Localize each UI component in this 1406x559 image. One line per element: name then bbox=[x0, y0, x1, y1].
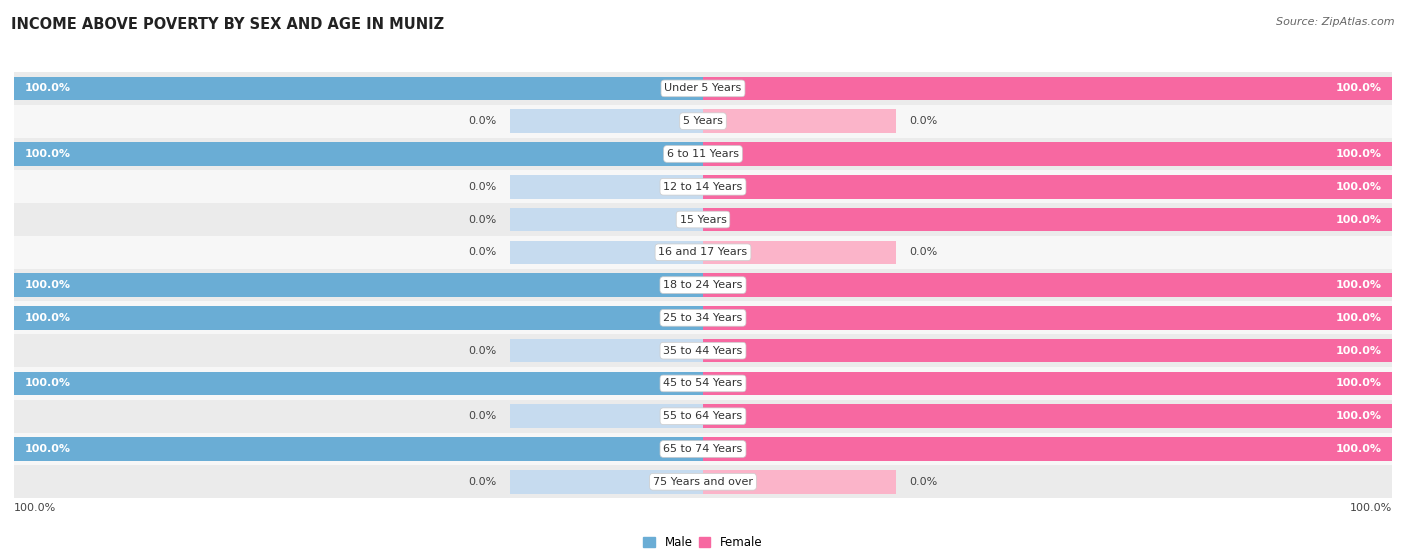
Text: 0.0%: 0.0% bbox=[468, 116, 496, 126]
Bar bbox=[14, 466, 1392, 498]
Bar bbox=[14, 142, 703, 166]
Text: 100.0%: 100.0% bbox=[24, 313, 70, 323]
Text: 55 to 64 Years: 55 to 64 Years bbox=[664, 411, 742, 421]
Text: 100.0%: 100.0% bbox=[1336, 83, 1382, 93]
Text: 16 and 17 Years: 16 and 17 Years bbox=[658, 247, 748, 257]
Bar bbox=[703, 273, 1392, 297]
Bar bbox=[703, 437, 1392, 461]
Text: 0.0%: 0.0% bbox=[910, 477, 938, 487]
Bar bbox=[703, 208, 1392, 231]
Text: 100.0%: 100.0% bbox=[24, 149, 70, 159]
Bar bbox=[14, 306, 703, 330]
Bar bbox=[510, 470, 703, 494]
Text: 0.0%: 0.0% bbox=[910, 116, 938, 126]
Bar bbox=[703, 240, 896, 264]
Bar bbox=[14, 138, 1392, 170]
Text: 35 to 44 Years: 35 to 44 Years bbox=[664, 345, 742, 356]
Text: 100.0%: 100.0% bbox=[1336, 378, 1382, 389]
Bar bbox=[510, 110, 703, 133]
Bar bbox=[14, 273, 703, 297]
Bar bbox=[14, 433, 1392, 466]
Bar bbox=[14, 105, 1392, 138]
Bar bbox=[703, 404, 1392, 428]
Bar bbox=[14, 301, 1392, 334]
Text: 100.0%: 100.0% bbox=[1336, 411, 1382, 421]
Bar bbox=[703, 372, 1392, 395]
Bar bbox=[14, 170, 1392, 203]
Bar bbox=[14, 372, 703, 395]
Bar bbox=[510, 240, 703, 264]
Text: 18 to 24 Years: 18 to 24 Years bbox=[664, 280, 742, 290]
Text: 0.0%: 0.0% bbox=[468, 411, 496, 421]
Text: INCOME ABOVE POVERTY BY SEX AND AGE IN MUNIZ: INCOME ABOVE POVERTY BY SEX AND AGE IN M… bbox=[11, 17, 444, 32]
Text: 100.0%: 100.0% bbox=[1336, 313, 1382, 323]
Bar bbox=[510, 404, 703, 428]
Text: 100.0%: 100.0% bbox=[1336, 149, 1382, 159]
Bar bbox=[703, 110, 896, 133]
Bar bbox=[14, 77, 703, 100]
Text: 100.0%: 100.0% bbox=[24, 280, 70, 290]
Bar bbox=[14, 236, 1392, 269]
Bar bbox=[14, 367, 1392, 400]
Text: 100.0%: 100.0% bbox=[1336, 182, 1382, 192]
Bar bbox=[703, 306, 1392, 330]
Bar bbox=[703, 77, 1392, 100]
Text: 100.0%: 100.0% bbox=[24, 378, 70, 389]
Text: 100.0%: 100.0% bbox=[1336, 444, 1382, 454]
Legend: Male, Female: Male, Female bbox=[638, 532, 768, 554]
Bar bbox=[510, 208, 703, 231]
Text: 0.0%: 0.0% bbox=[910, 247, 938, 257]
Text: 100.0%: 100.0% bbox=[1350, 503, 1392, 513]
Bar bbox=[14, 400, 1392, 433]
Bar bbox=[703, 142, 1392, 166]
Text: 5 Years: 5 Years bbox=[683, 116, 723, 126]
Text: 45 to 54 Years: 45 to 54 Years bbox=[664, 378, 742, 389]
Text: 0.0%: 0.0% bbox=[468, 477, 496, 487]
Text: 15 Years: 15 Years bbox=[679, 215, 727, 225]
Text: 25 to 34 Years: 25 to 34 Years bbox=[664, 313, 742, 323]
Text: 12 to 14 Years: 12 to 14 Years bbox=[664, 182, 742, 192]
Text: 100.0%: 100.0% bbox=[24, 444, 70, 454]
Text: 0.0%: 0.0% bbox=[468, 247, 496, 257]
Text: 75 Years and over: 75 Years and over bbox=[652, 477, 754, 487]
Bar bbox=[703, 339, 1392, 362]
Text: 65 to 74 Years: 65 to 74 Years bbox=[664, 444, 742, 454]
Text: 0.0%: 0.0% bbox=[468, 182, 496, 192]
Bar bbox=[510, 339, 703, 362]
Bar bbox=[510, 175, 703, 198]
Text: 100.0%: 100.0% bbox=[14, 503, 56, 513]
Bar bbox=[14, 203, 1392, 236]
Text: 6 to 11 Years: 6 to 11 Years bbox=[666, 149, 740, 159]
Text: 100.0%: 100.0% bbox=[1336, 345, 1382, 356]
Bar bbox=[703, 470, 896, 494]
Text: 100.0%: 100.0% bbox=[1336, 280, 1382, 290]
Text: Under 5 Years: Under 5 Years bbox=[665, 83, 741, 93]
Bar bbox=[14, 72, 1392, 105]
Bar bbox=[14, 437, 703, 461]
Text: 100.0%: 100.0% bbox=[24, 83, 70, 93]
Text: Source: ZipAtlas.com: Source: ZipAtlas.com bbox=[1277, 17, 1395, 27]
Text: 0.0%: 0.0% bbox=[468, 345, 496, 356]
Bar bbox=[14, 334, 1392, 367]
Text: 100.0%: 100.0% bbox=[1336, 215, 1382, 225]
Bar bbox=[14, 269, 1392, 301]
Text: 0.0%: 0.0% bbox=[468, 215, 496, 225]
Bar bbox=[703, 175, 1392, 198]
